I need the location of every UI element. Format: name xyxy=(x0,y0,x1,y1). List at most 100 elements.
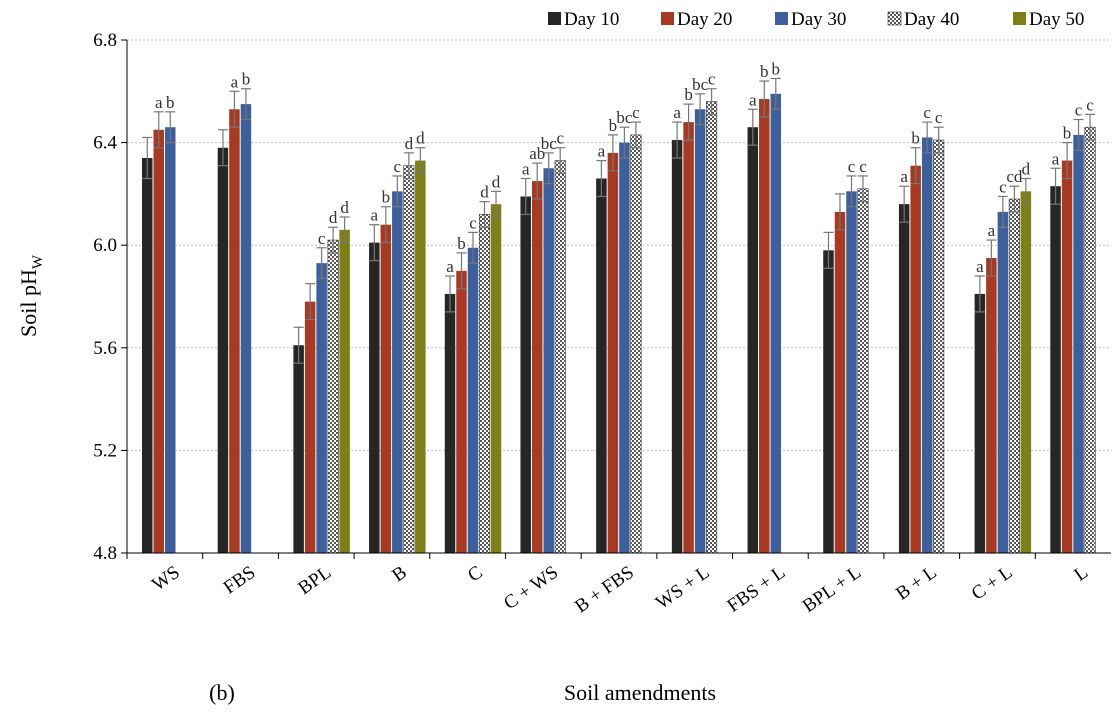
x-category-labels: WS FBS BPL B C C + WS B + FBS WS + L FBS + L BPL … xyxy=(126,553,1092,617)
legend-swatch xyxy=(887,11,902,26)
x-category-label: FBS + L xyxy=(723,562,789,617)
bar-day-20 xyxy=(304,301,316,553)
bar-day-40 xyxy=(327,239,339,554)
x-category-label: B + L xyxy=(892,562,940,605)
significance-letter: c xyxy=(935,108,943,127)
bar-day-30 xyxy=(846,191,857,553)
significance-letter: a xyxy=(446,257,454,276)
bar-day-50 xyxy=(339,229,350,553)
x-category-label: WS xyxy=(148,562,183,596)
significance-letter: c xyxy=(394,157,402,176)
significance-letter: a xyxy=(1052,149,1060,168)
x-category-label: BPL + L xyxy=(799,562,865,617)
bar-day-30 xyxy=(619,142,630,553)
bar-day-10 xyxy=(217,147,229,554)
significance-letter: d xyxy=(340,198,349,217)
x-category-label: B + FBS xyxy=(571,562,638,617)
significance-letter: c xyxy=(632,103,640,122)
legend-label: Day 10 xyxy=(564,9,619,30)
significance-letter: a xyxy=(231,72,239,91)
significance-letter: d xyxy=(492,172,501,191)
significance-letter: d xyxy=(480,183,489,202)
x-category-label: B xyxy=(388,562,410,586)
significance-letter: b xyxy=(382,188,391,207)
bar-day-10 xyxy=(444,293,456,553)
significance-letter: c xyxy=(708,70,716,89)
bar-day-30 xyxy=(770,93,782,554)
legend-swatch xyxy=(775,12,788,25)
bar-day-20 xyxy=(380,224,392,553)
significance-letter: b xyxy=(609,116,618,135)
significance-letter: a xyxy=(976,257,984,276)
significance-letter: bc xyxy=(541,134,558,153)
bar-day-40 xyxy=(706,101,718,554)
significance-letter: a xyxy=(598,142,606,161)
bar-day-20 xyxy=(153,129,164,553)
bar-day-20 xyxy=(910,165,921,553)
significance-letter: a xyxy=(155,93,163,112)
bar-day-50 xyxy=(490,204,502,553)
bar-day-30 xyxy=(543,168,554,553)
bar-day-20 xyxy=(1061,160,1073,553)
significance-letter: c xyxy=(469,213,477,232)
legend: Day 10 Day 20 Day 30 Day 40 Day 50 xyxy=(548,9,1084,30)
bar-day-20 xyxy=(456,270,467,553)
x-category-label: C + WS xyxy=(500,562,562,614)
axes xyxy=(126,40,1111,554)
bar-day-20 xyxy=(759,98,770,554)
significance-letter: d xyxy=(329,208,338,227)
x-category-label: WS + L xyxy=(652,562,713,614)
gridlines xyxy=(127,39,1111,451)
bar-day-20 xyxy=(531,181,543,553)
bar-day-30 xyxy=(1073,134,1084,553)
bar-day-30 xyxy=(165,127,176,554)
bar-day-30 xyxy=(694,109,706,553)
bar-day-10 xyxy=(823,250,834,553)
bar-day-10 xyxy=(671,140,683,553)
bar-day-40 xyxy=(933,139,945,554)
bar-day-50 xyxy=(1020,191,1032,553)
y-ticks: 4.8 5.2 5.6 6.0 6.4 6.8 xyxy=(93,30,127,564)
y-axis-title-subscript: W xyxy=(30,254,46,269)
significance-letter: a xyxy=(673,103,681,122)
bar-day-20 xyxy=(683,122,694,553)
significance-letter: b xyxy=(772,59,781,78)
significance-letter: a xyxy=(988,221,996,240)
bar-day-30 xyxy=(921,137,933,553)
legend-label: Day 50 xyxy=(1029,9,1084,30)
y-axis-title-main: Soil pH xyxy=(16,269,41,337)
bar-day-40 xyxy=(1084,126,1096,554)
x-category-label: BPL xyxy=(294,562,335,599)
significance-letter: c xyxy=(923,103,931,122)
significance-letter: b xyxy=(1063,124,1072,143)
legend-swatch xyxy=(661,12,674,25)
legend-swatch xyxy=(548,12,561,25)
significance-letter: c xyxy=(999,177,1007,196)
significance-letter: c xyxy=(1075,101,1083,120)
x-category-label: C xyxy=(464,562,486,586)
bar-day-10 xyxy=(293,345,304,553)
significance-letter: d xyxy=(1022,160,1031,179)
y-tick-label: 6.4 xyxy=(93,133,117,154)
bar-day-30 xyxy=(467,247,479,553)
bar-day-40 xyxy=(478,214,491,554)
x-axis-title: Soil amendments xyxy=(564,680,716,705)
bar-day-40 xyxy=(403,165,415,554)
x-category-label: L xyxy=(1070,562,1092,586)
legend-label: Day 20 xyxy=(677,9,732,30)
significance-letter: bc xyxy=(692,75,709,94)
bar-day-30 xyxy=(240,104,252,553)
significance-letter: a xyxy=(900,167,908,186)
bar-day-40 xyxy=(857,188,869,554)
bar-day-30 xyxy=(997,211,1009,554)
significance-letter: b xyxy=(911,129,920,148)
significance-letter: d xyxy=(405,134,414,153)
bar-day-10 xyxy=(369,242,380,553)
significance-letter: a xyxy=(749,90,757,109)
significance-letter: b xyxy=(684,85,693,104)
legend-label: Day 30 xyxy=(791,9,846,30)
bar-day-10 xyxy=(898,204,910,553)
bar-day-40 xyxy=(554,160,566,554)
bar-day-10 xyxy=(1050,186,1061,553)
